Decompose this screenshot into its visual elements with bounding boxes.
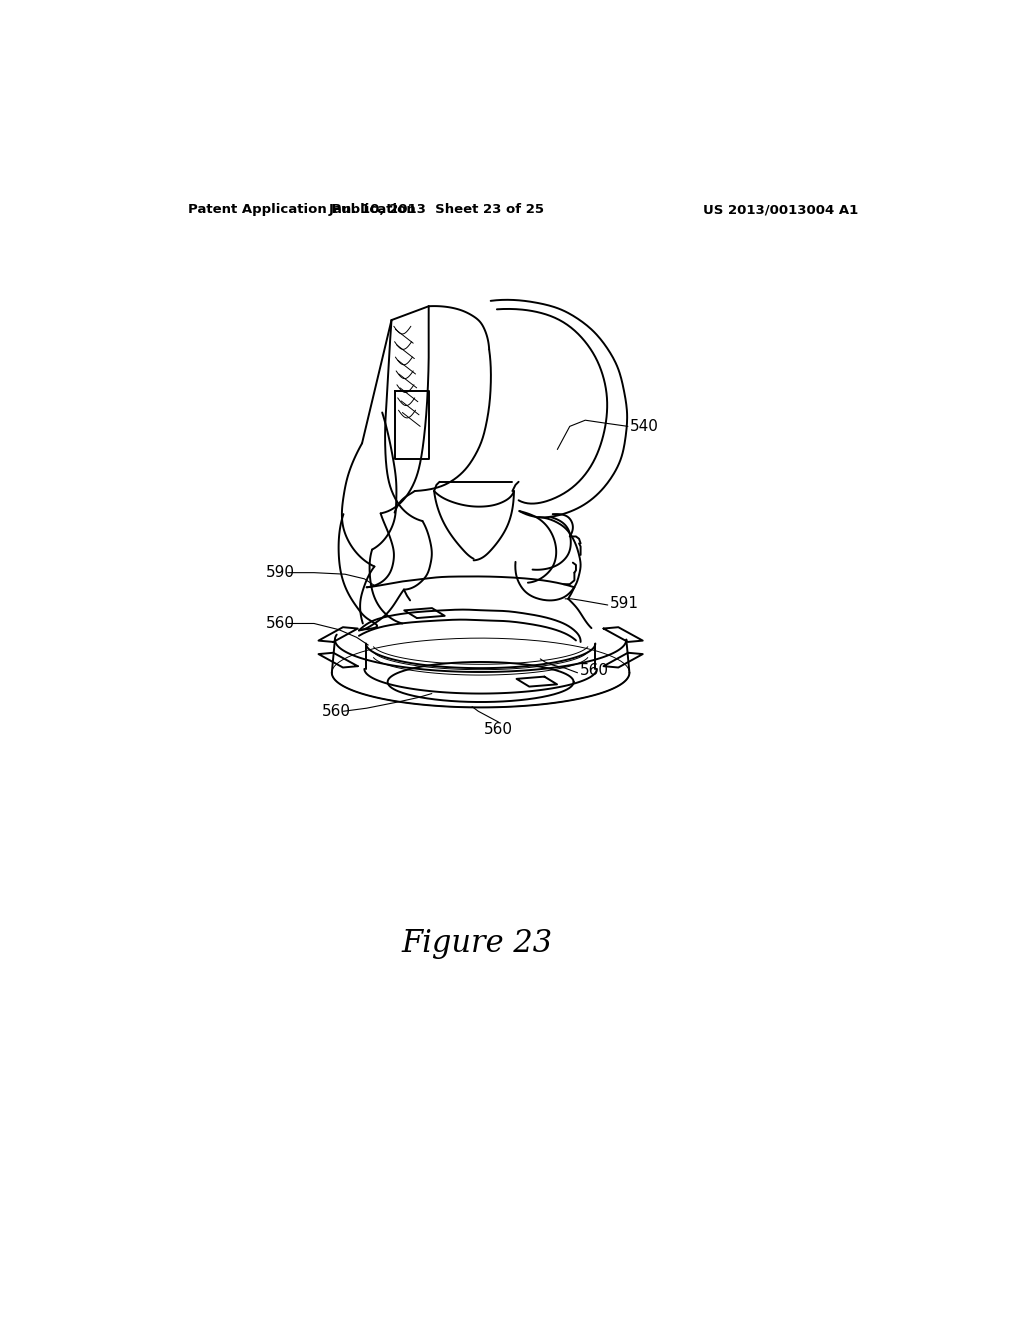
Text: 560: 560 [266, 616, 295, 631]
Text: 591: 591 [610, 595, 639, 611]
Text: Jan. 10, 2013  Sheet 23 of 25: Jan. 10, 2013 Sheet 23 of 25 [329, 203, 545, 216]
Text: Figure 23: Figure 23 [401, 928, 552, 960]
Text: 540: 540 [630, 418, 659, 434]
Text: Patent Application Publication: Patent Application Publication [188, 203, 416, 216]
Text: 590: 590 [266, 565, 295, 581]
Text: 560: 560 [580, 663, 609, 678]
Text: 560: 560 [322, 704, 351, 719]
Text: 560: 560 [484, 722, 513, 738]
Text: US 2013/0013004 A1: US 2013/0013004 A1 [703, 203, 858, 216]
